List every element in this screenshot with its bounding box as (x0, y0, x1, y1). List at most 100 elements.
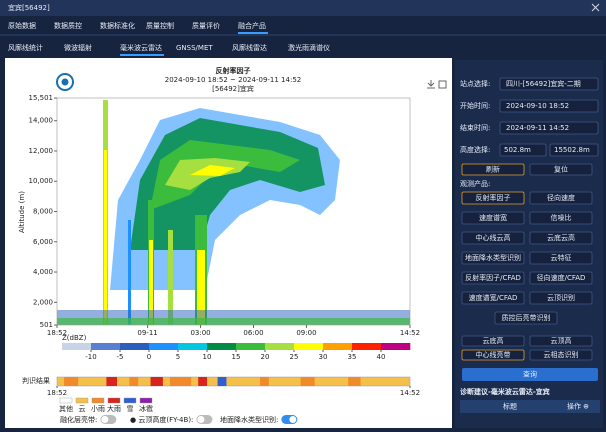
field-label: 站点选择: (460, 79, 490, 88)
expand-icon[interactable] (438, 80, 447, 89)
colorbar-tick-label: 40 (377, 353, 386, 361)
input-box[interactable] (499, 99, 599, 113)
subtab-label: 激光雨滴谱仪 (288, 43, 330, 52)
colorbar-tick-label: 0 (147, 353, 151, 361)
toggle-knob (101, 416, 109, 423)
button[interactable] (529, 231, 593, 245)
button[interactable] (461, 349, 525, 361)
classification-stripe (198, 377, 208, 386)
input-box[interactable] (499, 77, 599, 91)
button-label: 地面降水类型识别 (465, 253, 521, 262)
button[interactable] (529, 349, 593, 361)
y-tick-label: 15,501 (29, 94, 54, 102)
button-label: 中心线云高 (476, 233, 511, 242)
button[interactable] (529, 335, 593, 347)
colorbar-tick-label: 5 (176, 353, 180, 361)
button[interactable] (461, 291, 525, 305)
field-value: 502.8m (504, 146, 531, 154)
button[interactable] (529, 211, 593, 225)
subtab-label: 微波辐射 (64, 43, 92, 52)
tab-label: 原始数据 (8, 21, 36, 30)
classification-stripe (64, 377, 79, 386)
chart-title: 反射率因子 (216, 66, 251, 75)
legend-label: 其他 (59, 404, 73, 413)
y-tick-label: 4,000 (33, 268, 53, 276)
tab-label: 融合产品 (238, 21, 266, 30)
classification-tick-label: 14:52 (400, 389, 420, 397)
button[interactable] (529, 251, 593, 265)
field-value: 15502.8m (554, 146, 590, 154)
y-tick-label: 8,000 (33, 208, 53, 216)
x-tick-label: 06:00 (243, 329, 263, 337)
button[interactable] (529, 191, 593, 205)
subtab-label: GNSS/MET (176, 44, 213, 52)
legend-label: 雪 (127, 405, 134, 413)
legend-swatch (107, 397, 121, 404)
button-label: 速度谱宽/CFAD (469, 293, 518, 302)
button-label: 云顶高 (551, 336, 572, 345)
legend-swatch (59, 397, 73, 404)
logo (56, 73, 74, 91)
query-button[interactable] (462, 368, 598, 381)
field-value: 2024-09-10 18:52 (506, 102, 569, 110)
field-value: 四川-[56492]宜宾-二期 (506, 79, 581, 88)
classification-stripe (150, 377, 163, 386)
colorbar-segment (352, 343, 382, 350)
colorbar-tick-label: 10 (203, 353, 212, 361)
button-label: 反射率因子/CFAD (465, 273, 521, 282)
button[interactable] (461, 271, 525, 285)
button-label: 复位 (554, 165, 568, 174)
y-tick-label: 10,000 (29, 177, 54, 185)
chart-station: [56492]宜宾 (212, 84, 254, 93)
classification-label: 判识结果 (22, 376, 50, 385)
advice-title: 诊断建议-毫米波云雷达-宜宾 (460, 387, 550, 396)
download-icon[interactable] (427, 80, 435, 89)
y-tick-label: 6,000 (33, 238, 53, 246)
button-label: 径向速度 (547, 193, 575, 202)
input-box[interactable] (549, 143, 599, 157)
button[interactable] (494, 311, 558, 325)
button[interactable] (461, 163, 525, 176)
legend-swatch (123, 397, 137, 404)
classification-stripe (348, 377, 361, 386)
button[interactable] (461, 231, 525, 245)
tab-label: 质量评价 (192, 21, 220, 30)
y-axis-label: Altitude (m) (18, 191, 26, 233)
y-tick-label: 2,000 (33, 298, 53, 306)
button[interactable] (529, 291, 593, 305)
button[interactable] (529, 163, 593, 176)
section-label: 观测产品: (460, 179, 490, 188)
input-box[interactable] (499, 143, 547, 157)
button-label: 速度谱宽 (479, 213, 507, 222)
button[interactable] (461, 251, 525, 265)
legend-label: 大雨 (107, 404, 121, 413)
button-label: 云特征 (551, 253, 572, 262)
button[interactable] (461, 191, 525, 205)
close-button[interactable] (591, 3, 600, 12)
colorbar-label: Z(dBZ) (62, 334, 87, 342)
classification-strip (56, 376, 411, 387)
colorbar-tick-label: -10 (85, 353, 96, 361)
legend-label: 云 (79, 405, 86, 413)
colorbar-tick-label: -5 (117, 353, 124, 361)
button[interactable] (461, 211, 525, 225)
toggle-label: 地面降水类型识别: (220, 415, 278, 424)
chart-subtitle: 2024-09-10 18:52 ~ 2024-09-11 14:52 (165, 76, 301, 84)
subtab-label: 风廓线雷达 (232, 43, 267, 52)
toggle-knob (197, 416, 205, 423)
subtab-label: 毫米波云雷达 (120, 43, 162, 52)
window-title: 宜宾[56492] (8, 3, 50, 12)
button[interactable] (529, 271, 593, 285)
button-label: 云底云高 (547, 233, 575, 242)
classification-stripe (300, 377, 315, 386)
button[interactable] (461, 335, 525, 347)
y-tick-label: 501 (40, 321, 53, 329)
toggle-label: ● 云顶高度(FY-4B): (130, 415, 193, 424)
input-box[interactable] (499, 121, 599, 135)
colorbar-tick-label: 15 (232, 353, 241, 361)
classification-stripe (106, 377, 118, 386)
classification-stripe (129, 377, 139, 386)
x-tick-label: 09:00 (296, 329, 316, 337)
